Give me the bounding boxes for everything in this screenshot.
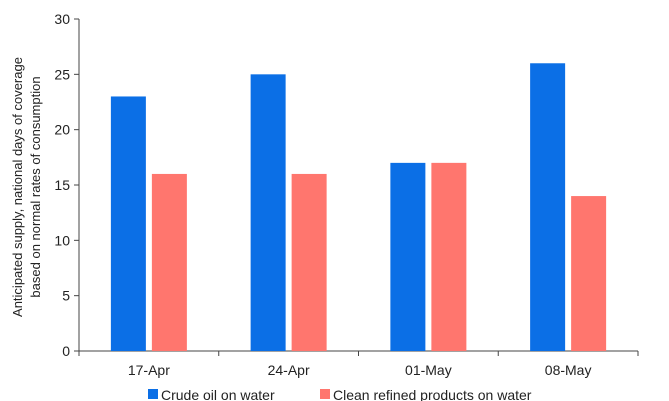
legend-label-refined-products: Clean refined products on water (333, 387, 532, 401)
y-tick-label: 20 (54, 122, 70, 138)
bar-refined-products-08-May (571, 196, 607, 351)
bar-crude-oil-24-Apr (250, 74, 286, 351)
y-tick-label: 5 (62, 288, 70, 304)
legend: Crude oil on water Clean refined product… (148, 387, 532, 401)
y-tick-label: 15 (54, 177, 70, 193)
y-tick-label: 10 (54, 232, 70, 248)
legend-swatch-refined-products (320, 389, 330, 399)
bar-crude-oil-17-Apr (110, 96, 146, 351)
x-tick-label: 08-May (545, 362, 592, 378)
bar-refined-products-17-Apr (151, 173, 187, 351)
y-axis-title-line-1: Anticipated supply, national days of cov… (10, 57, 25, 317)
bar-refined-products-24-Apr (291, 173, 327, 351)
y-axis-title-line-2: based on normal rates of consumption (28, 76, 43, 297)
plot-area: 0 5 10 15 20 25 30 17-Apr 24-Apr 01-May 08-May (54, 11, 639, 378)
bar-crude-oil-01-May (390, 162, 426, 351)
bar-crude-oil-08-May (530, 63, 566, 352)
legend-label-crude-oil: Crude oil on water (161, 387, 275, 401)
x-tick-label: 01-May (405, 362, 452, 378)
y-tick-label: 25 (54, 66, 70, 82)
y-tick-label: 30 (54, 11, 70, 27)
x-tick-label: 24-Apr (268, 362, 310, 378)
y-tick-label: 0 (62, 343, 70, 359)
bar-refined-products-01-May (431, 162, 467, 351)
legend-swatch-crude-oil (148, 389, 158, 399)
x-tick-label: 17-Apr (128, 362, 170, 378)
